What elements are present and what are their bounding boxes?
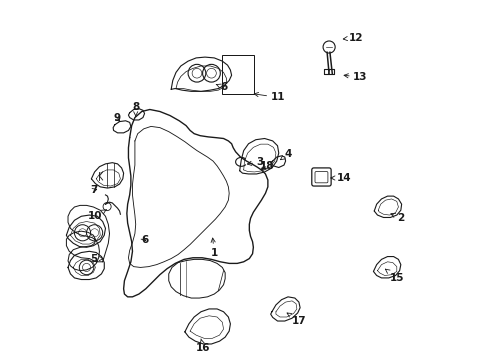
Text: 13: 13 xyxy=(344,72,367,82)
Text: 5: 5 xyxy=(90,253,103,264)
Text: 6: 6 xyxy=(141,235,149,246)
Text: 9: 9 xyxy=(113,113,120,122)
Text: 6: 6 xyxy=(216,82,227,92)
Text: 17: 17 xyxy=(286,313,306,326)
Text: 14: 14 xyxy=(330,173,351,183)
Text: 10: 10 xyxy=(88,210,106,221)
Text: 4: 4 xyxy=(280,149,291,160)
Text: 2: 2 xyxy=(390,213,404,223)
Text: 1: 1 xyxy=(210,238,218,257)
Text: 12: 12 xyxy=(343,33,362,43)
Text: 15: 15 xyxy=(385,269,403,283)
Text: 18: 18 xyxy=(259,161,273,171)
Text: 3: 3 xyxy=(247,157,264,167)
Text: 11: 11 xyxy=(254,93,285,102)
Text: 16: 16 xyxy=(196,339,210,353)
Bar xyxy=(222,55,253,94)
Text: 8: 8 xyxy=(132,103,139,117)
Text: 7: 7 xyxy=(90,185,98,195)
